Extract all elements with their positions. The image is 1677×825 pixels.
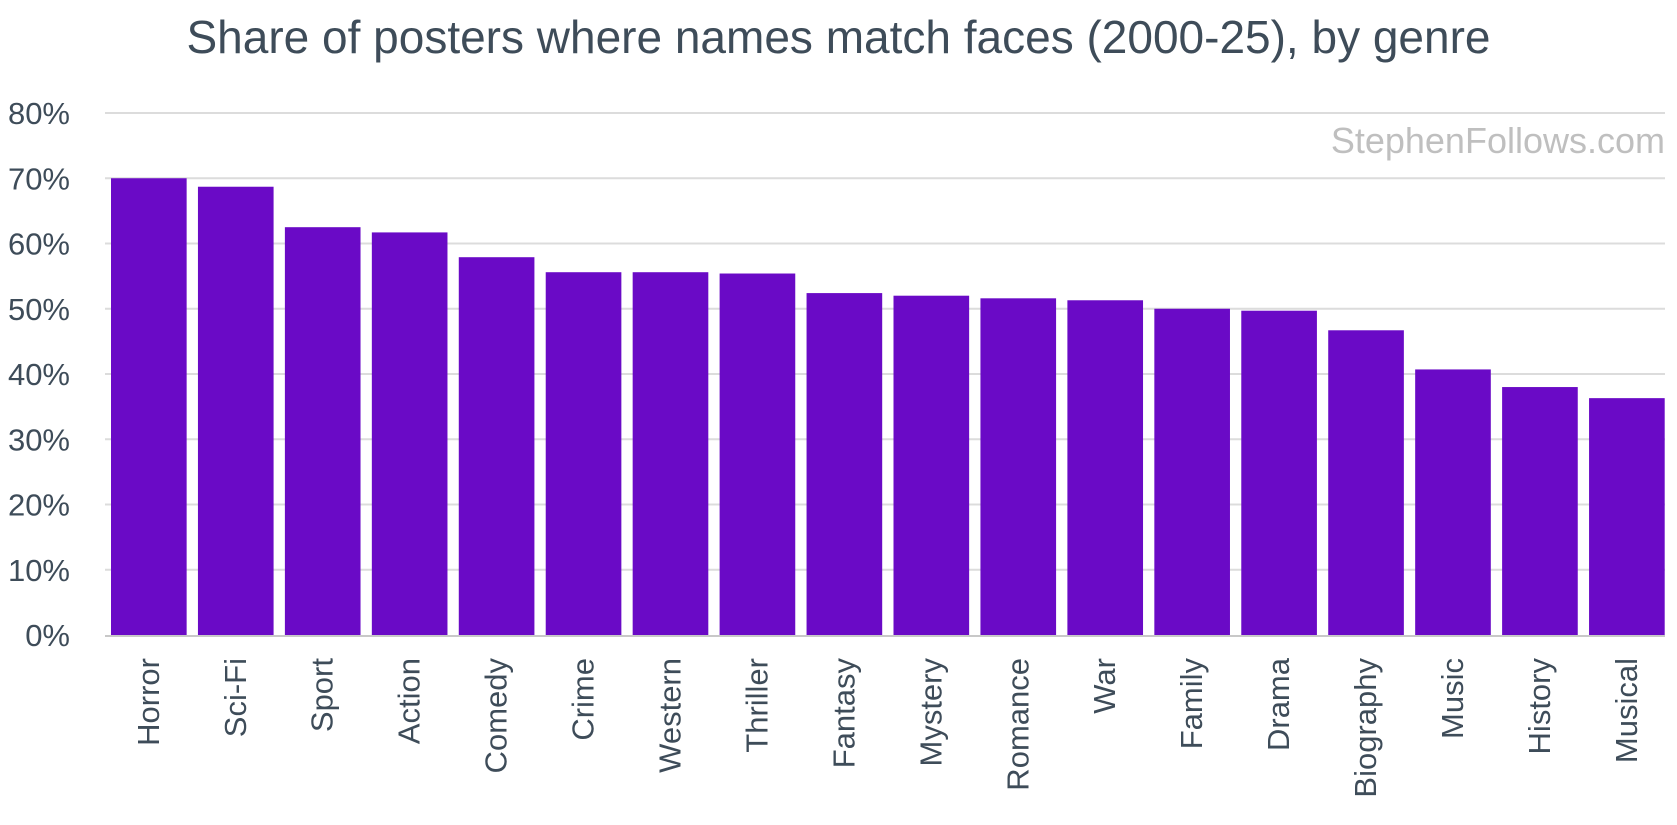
x-category-label: Crime — [566, 658, 601, 741]
x-category-label: Romance — [1000, 658, 1035, 791]
x-category-label: Music — [1435, 658, 1470, 739]
x-category-label: Thriller — [739, 658, 774, 753]
bar-crime — [545, 272, 622, 635]
x-category-label: Biography — [1348, 658, 1383, 798]
x-category-label: Sport — [305, 658, 340, 732]
x-category-label: Horror — [131, 658, 166, 746]
x-category-label: Western — [652, 658, 687, 773]
y-tick-label: 30% — [8, 422, 70, 457]
bar-drama — [1241, 310, 1317, 635]
bar-family — [1154, 308, 1230, 635]
y-tick-label: 70% — [8, 161, 70, 196]
gridlines — [105, 112, 1665, 571]
x-category-label: Musical — [1609, 658, 1644, 763]
x-category-label: Action — [392, 658, 427, 744]
watermark-text: StephenFollows.com — [1331, 120, 1665, 161]
bar-western — [632, 272, 709, 635]
y-tick-label: 10% — [8, 553, 70, 588]
bar-biography — [1328, 330, 1404, 635]
chart-title: Share of posters where names match faces… — [186, 11, 1491, 63]
y-tick-label: 20% — [8, 488, 70, 523]
bars — [111, 178, 1665, 636]
y-tick-label: 0% — [25, 618, 70, 653]
bar-thriller — [719, 273, 796, 635]
x-category-label: History — [1522, 658, 1557, 755]
x-category-label: Mystery — [913, 658, 948, 767]
y-tick-label: 80% — [8, 96, 70, 131]
bar-sport — [284, 227, 361, 635]
bar-war — [1067, 300, 1144, 635]
x-axis-categories: Horror Sci-Fi Sport Action Comedy Crime Wester… — [131, 657, 1644, 797]
bar-sci-fi — [197, 186, 274, 636]
y-tick-label: 50% — [8, 292, 70, 327]
y-tick-label: 60% — [8, 227, 70, 262]
y-tick-label: 40% — [8, 357, 70, 392]
x-category-label: Sci-Fi — [218, 658, 253, 737]
x-category-label: War — [1087, 658, 1122, 714]
bar-history — [1502, 387, 1578, 635]
x-category-label: Fantasy — [826, 658, 861, 769]
bar-comedy — [458, 257, 535, 635]
bar-romance — [980, 298, 1057, 635]
bar-horror — [111, 178, 187, 635]
x-category-label: Drama — [1261, 657, 1296, 751]
y-axis-ticks: 0% 10% 20% 30% 40% 50% 60% 70% 80% — [8, 96, 70, 653]
x-category-label: Comedy — [479, 658, 514, 774]
bar-music — [1415, 369, 1491, 635]
bar-action — [371, 232, 448, 635]
bar-mystery — [893, 295, 970, 635]
x-category-label: Family — [1174, 658, 1209, 750]
bar-fantasy — [806, 293, 883, 635]
bar-musical — [1589, 398, 1665, 635]
